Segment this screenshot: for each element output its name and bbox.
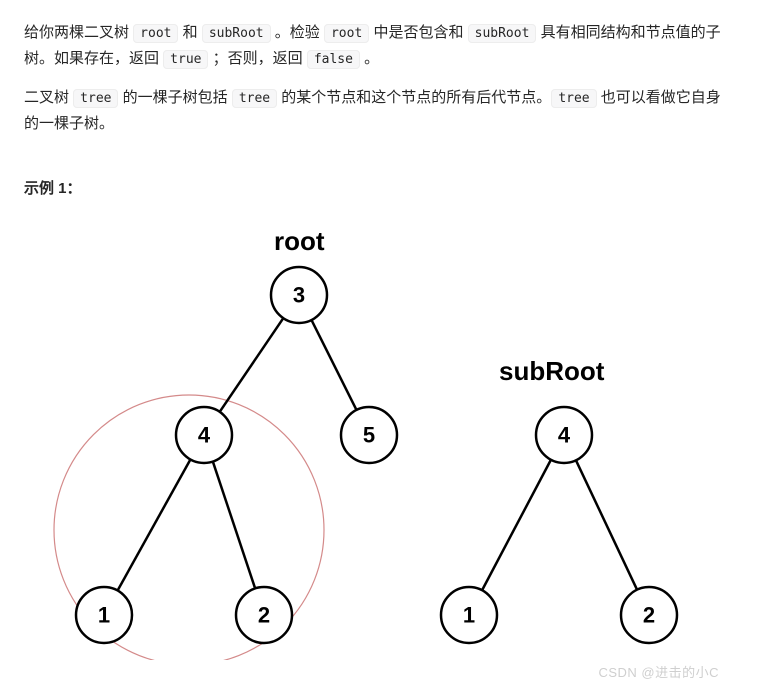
text: 给你两棵二叉树 (24, 24, 133, 41)
tree-node-label: 4 (198, 422, 211, 447)
tree-edge (312, 320, 357, 410)
code-subroot: subRoot (202, 24, 271, 43)
tree-edge (118, 459, 191, 590)
text: 中是否包含和 (369, 24, 467, 41)
tree-node-label: 5 (363, 422, 375, 447)
text: 。检验 (271, 24, 324, 41)
text: 的某个节点和这个节点的所有后代节点。 (277, 89, 551, 106)
tree-edge (213, 461, 255, 588)
code-tree: tree (73, 89, 118, 108)
tree-node-label: 1 (463, 602, 475, 627)
code-tree: tree (232, 89, 277, 108)
tree-node-label: 4 (558, 422, 571, 447)
code-false: false (307, 50, 360, 69)
text: 。 (360, 50, 379, 67)
tree-svg: root 3 4 5 1 2 subRoot 4 1 2 (24, 220, 724, 660)
tree-node-label: 1 (98, 602, 110, 627)
tree-diagram: root 3 4 5 1 2 subRoot 4 1 2 (24, 220, 735, 669)
text: ；否则，返回 (208, 50, 306, 67)
tree-edge (482, 459, 551, 589)
text: 和 (178, 24, 201, 41)
code-true: true (163, 50, 208, 69)
tree-edge (576, 460, 637, 589)
code-root: root (133, 24, 178, 43)
text: 的一棵子树包括 (118, 89, 231, 106)
root-tree-title: root (274, 226, 325, 256)
code-root: root (324, 24, 369, 43)
example-1-label: 示例 1： (24, 176, 735, 202)
text: 二叉树 (24, 89, 73, 106)
problem-paragraph-1: 给你两棵二叉树 root 和 subRoot 。检验 root 中是否包含和 s… (24, 20, 735, 71)
subroot-tree-title: subRoot (499, 356, 605, 386)
problem-paragraph-2: 二叉树 tree 的一棵子树包括 tree 的某个节点和这个节点的所有后代节点。… (24, 85, 735, 136)
tree-node-label: 3 (293, 282, 305, 307)
code-subroot: subRoot (468, 24, 537, 43)
code-tree: tree (551, 89, 596, 108)
tree-node-label: 2 (258, 602, 270, 627)
tree-node-label: 2 (643, 602, 655, 627)
tree-edge (220, 318, 284, 412)
